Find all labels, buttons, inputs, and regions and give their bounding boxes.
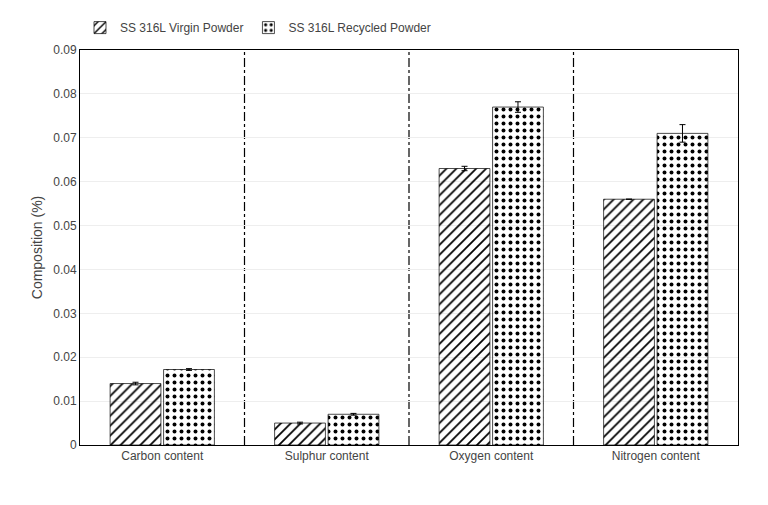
svg-text:0.09: 0.09 [53,43,77,57]
svg-text:SS 316L Recycled Powder: SS 316L Recycled Powder [288,21,430,35]
svg-text:Sulphur content: Sulphur content [285,449,370,463]
svg-text:Composition (%): Composition (%) [29,196,45,299]
svg-text:0.02: 0.02 [53,350,77,364]
svg-text:0.04: 0.04 [53,263,77,277]
svg-text:Oxygen content: Oxygen content [449,449,534,463]
svg-text:0: 0 [70,438,77,452]
svg-text:0.06: 0.06 [53,175,77,189]
svg-text:0.05: 0.05 [53,219,77,233]
svg-text:0.01: 0.01 [53,394,77,408]
svg-text:Carbon content: Carbon content [121,449,204,463]
svg-text:0.07: 0.07 [53,131,77,145]
svg-text:SS 316L Virgin Powder: SS 316L Virgin Powder [120,21,243,35]
svg-text:0.08: 0.08 [53,87,77,101]
svg-text:Nitrogen content: Nitrogen content [612,449,701,463]
svg-text:0.03: 0.03 [53,307,77,321]
